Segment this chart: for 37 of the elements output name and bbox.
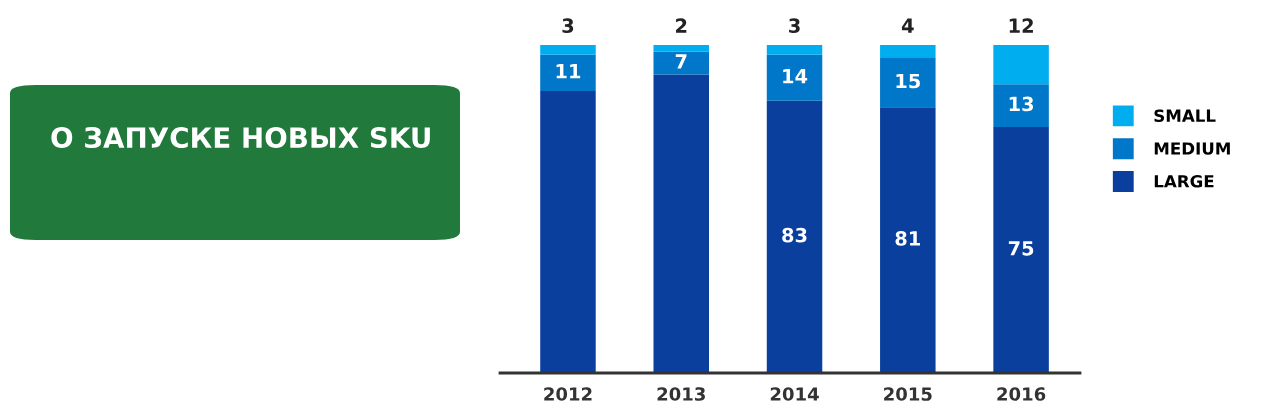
- data-label: 81: [895, 231, 921, 246]
- data-label: 11: [556, 64, 581, 79]
- data-label: 83: [782, 227, 807, 243]
- data-label: 15: [896, 73, 920, 89]
- bar: [653, 74, 709, 373]
- bar: [880, 45, 936, 59]
- bar: [993, 45, 1049, 85]
- bar: [766, 45, 823, 55]
- bar: [993, 127, 1049, 373]
- bar: [540, 45, 596, 55]
- bar: [540, 54, 596, 91]
- x-tick-label: 2016: [997, 387, 1046, 401]
- legend-label: MEDIUM: [1154, 142, 1230, 155]
- x-tick-label: 2014: [770, 387, 819, 401]
- bar: [766, 54, 823, 101]
- legend-label: LARGE: [1154, 174, 1214, 188]
- data-label: 4: [901, 18, 914, 33]
- bar: [653, 45, 709, 52]
- x-tick-label: 2015: [884, 387, 932, 401]
- bar: [653, 51, 709, 75]
- bar: [540, 90, 596, 373]
- data-label: 14: [783, 68, 808, 84]
- x-tick-label: 2013: [657, 387, 705, 401]
- data-label: 13: [1009, 96, 1034, 112]
- data-label: 75: [1008, 241, 1034, 256]
- bar: [993, 84, 1049, 127]
- data-label: 3: [562, 18, 574, 34]
- text: О ЗАПУСКЕ НОВЫХ SKU: [51, 127, 430, 149]
- data-label: 12: [1009, 18, 1033, 33]
- bar: [880, 58, 936, 108]
- data-label: 3: [789, 18, 800, 34]
- data-label: 2: [676, 18, 687, 33]
- x-tick-label: 2012: [544, 387, 592, 401]
- data-label: 7: [675, 54, 687, 69]
- legend-label: SMALL: [1154, 109, 1216, 122]
- bar: [880, 107, 936, 373]
- bar: [766, 100, 823, 373]
